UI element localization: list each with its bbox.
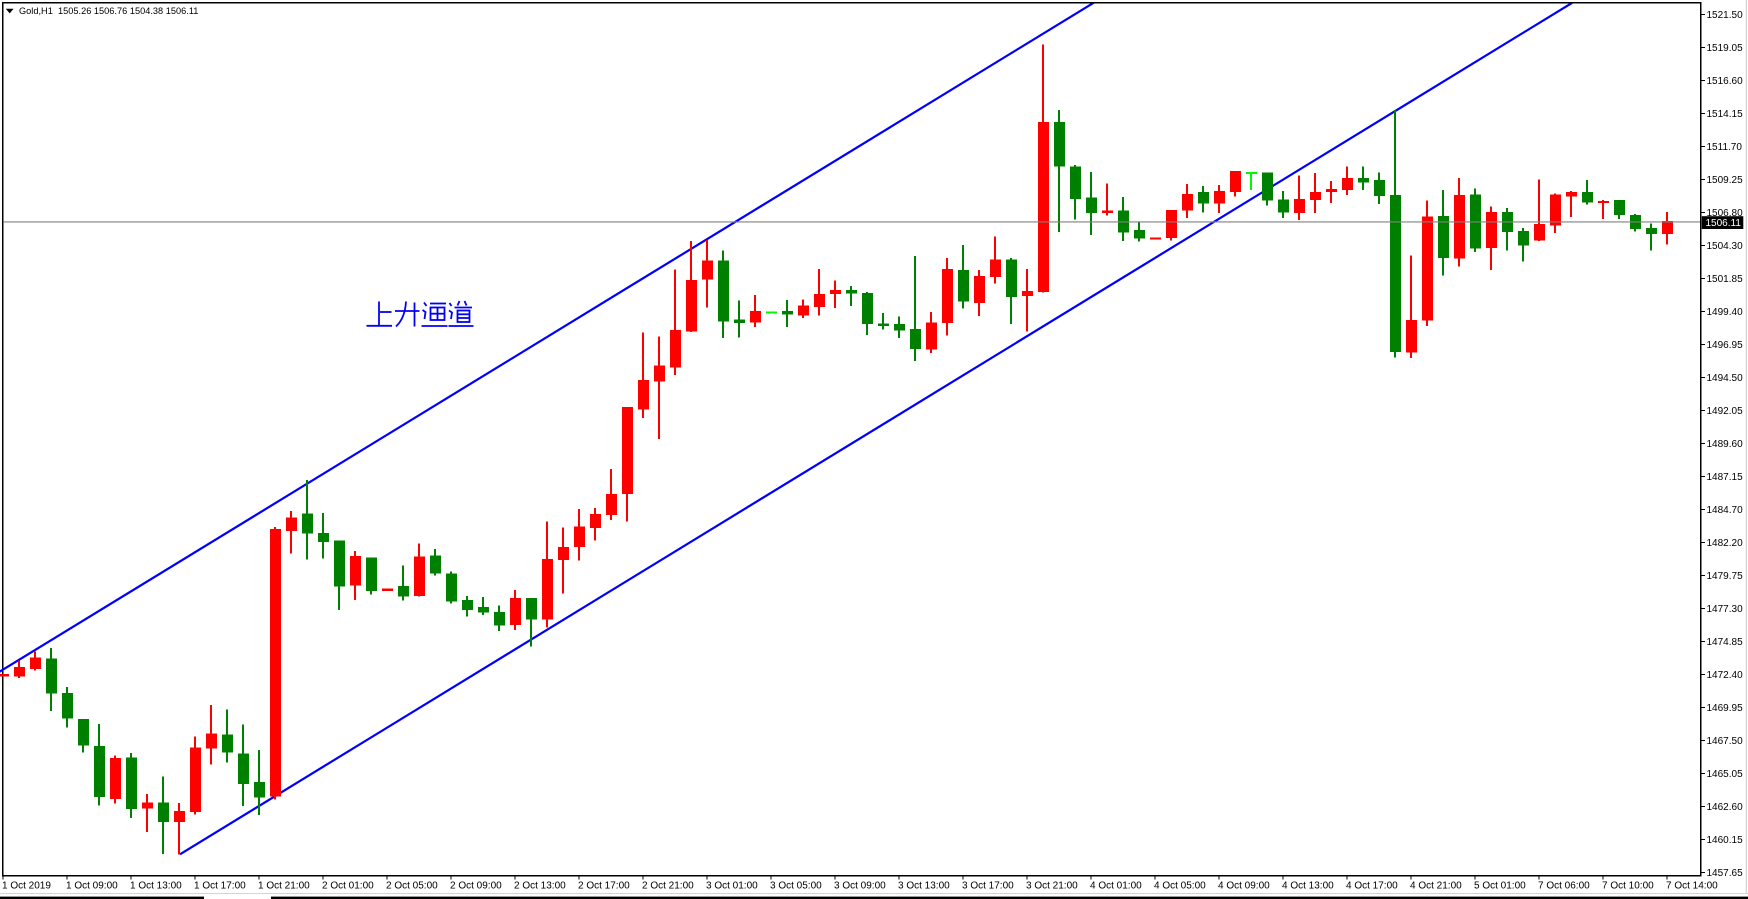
svg-text:1474.85: 1474.85 bbox=[1707, 637, 1744, 648]
svg-text:1477.30: 1477.30 bbox=[1707, 604, 1744, 615]
svg-text:1479.75: 1479.75 bbox=[1707, 571, 1744, 582]
svg-text:1492.05: 1492.05 bbox=[1707, 406, 1744, 417]
svg-text:1484.70: 1484.70 bbox=[1707, 505, 1744, 516]
svg-text:1460.15: 1460.15 bbox=[1707, 835, 1744, 846]
svg-text:7 Oct 06:00: 7 Oct 06:00 bbox=[1538, 880, 1590, 891]
svg-text:4 Oct 21:00: 4 Oct 21:00 bbox=[1410, 880, 1462, 891]
svg-text:4 Oct 17:00: 4 Oct 17:00 bbox=[1346, 880, 1398, 891]
svg-text:3 Oct 01:00: 3 Oct 01:00 bbox=[706, 880, 758, 891]
svg-text:Gold,H1 1505.26 1506.76 1504.: Gold,H1 1505.26 1506.76 1504.38 1506.11 bbox=[19, 6, 198, 16]
svg-text:3 Oct 09:00: 3 Oct 09:00 bbox=[834, 880, 886, 891]
svg-text:1516.60: 1516.60 bbox=[1707, 76, 1744, 87]
svg-text:1519.05: 1519.05 bbox=[1707, 43, 1744, 54]
svg-text:1457.65: 1457.65 bbox=[1707, 868, 1744, 879]
svg-text:7 Oct 10:00: 7 Oct 10:00 bbox=[1602, 880, 1654, 891]
svg-text:1482.20: 1482.20 bbox=[1707, 538, 1744, 549]
svg-text:4 Oct 01:00: 4 Oct 01:00 bbox=[1090, 880, 1142, 891]
svg-text:1506.11: 1506.11 bbox=[1706, 218, 1742, 229]
svg-text:1465.05: 1465.05 bbox=[1707, 769, 1744, 780]
svg-text:2 Oct 21:00: 2 Oct 21:00 bbox=[642, 880, 694, 891]
svg-text:3 Oct 13:00: 3 Oct 13:00 bbox=[898, 880, 950, 891]
svg-text:1504.30: 1504.30 bbox=[1707, 241, 1744, 252]
svg-text:4 Oct 09:00: 4 Oct 09:00 bbox=[1218, 880, 1270, 891]
svg-text:1509.25: 1509.25 bbox=[1707, 175, 1744, 186]
svg-text:3 Oct 21:00: 3 Oct 21:00 bbox=[1026, 880, 1078, 891]
svg-text:1 Oct 13:00: 1 Oct 13:00 bbox=[130, 880, 182, 891]
svg-text:1521.50: 1521.50 bbox=[1707, 10, 1744, 21]
svg-text:7 Oct 14:00: 7 Oct 14:00 bbox=[1666, 880, 1718, 891]
svg-text:1496.95: 1496.95 bbox=[1707, 340, 1744, 351]
svg-text:1487.15: 1487.15 bbox=[1707, 472, 1744, 483]
svg-text:2 Oct 01:00: 2 Oct 01:00 bbox=[322, 880, 374, 891]
svg-text:1501.85: 1501.85 bbox=[1707, 274, 1744, 285]
svg-text:4 Oct 13:00: 4 Oct 13:00 bbox=[1282, 880, 1334, 891]
svg-text:1 Oct 21:00: 1 Oct 21:00 bbox=[258, 880, 310, 891]
svg-text:1 Oct 09:00: 1 Oct 09:00 bbox=[66, 880, 118, 891]
svg-text:1514.15: 1514.15 bbox=[1707, 109, 1744, 120]
svg-text:1472.40: 1472.40 bbox=[1707, 670, 1744, 681]
svg-text:1489.60: 1489.60 bbox=[1707, 439, 1744, 450]
svg-text:3 Oct 05:00: 3 Oct 05:00 bbox=[770, 880, 822, 891]
svg-text:2 Oct 17:00: 2 Oct 17:00 bbox=[578, 880, 630, 891]
svg-text:1 Oct 2019: 1 Oct 2019 bbox=[2, 880, 51, 891]
svg-text:1511.70: 1511.70 bbox=[1707, 142, 1743, 153]
svg-text:5 Oct 01:00: 5 Oct 01:00 bbox=[1474, 880, 1526, 891]
svg-text:1469.95: 1469.95 bbox=[1707, 703, 1744, 714]
svg-text:1467.50: 1467.50 bbox=[1707, 736, 1744, 747]
svg-text:2 Oct 05:00: 2 Oct 05:00 bbox=[386, 880, 438, 891]
svg-text:2 Oct 13:00: 2 Oct 13:00 bbox=[514, 880, 566, 891]
svg-text:1462.60: 1462.60 bbox=[1707, 802, 1744, 813]
svg-text:2 Oct 09:00: 2 Oct 09:00 bbox=[450, 880, 502, 891]
svg-text:4 Oct 05:00: 4 Oct 05:00 bbox=[1154, 880, 1206, 891]
svg-text:1506.80: 1506.80 bbox=[1707, 208, 1744, 219]
svg-text:1494.50: 1494.50 bbox=[1707, 373, 1744, 384]
svg-text:1499.40: 1499.40 bbox=[1707, 307, 1744, 318]
svg-text:3 Oct 17:00: 3 Oct 17:00 bbox=[962, 880, 1014, 891]
svg-text:1 Oct 17:00: 1 Oct 17:00 bbox=[194, 880, 246, 891]
